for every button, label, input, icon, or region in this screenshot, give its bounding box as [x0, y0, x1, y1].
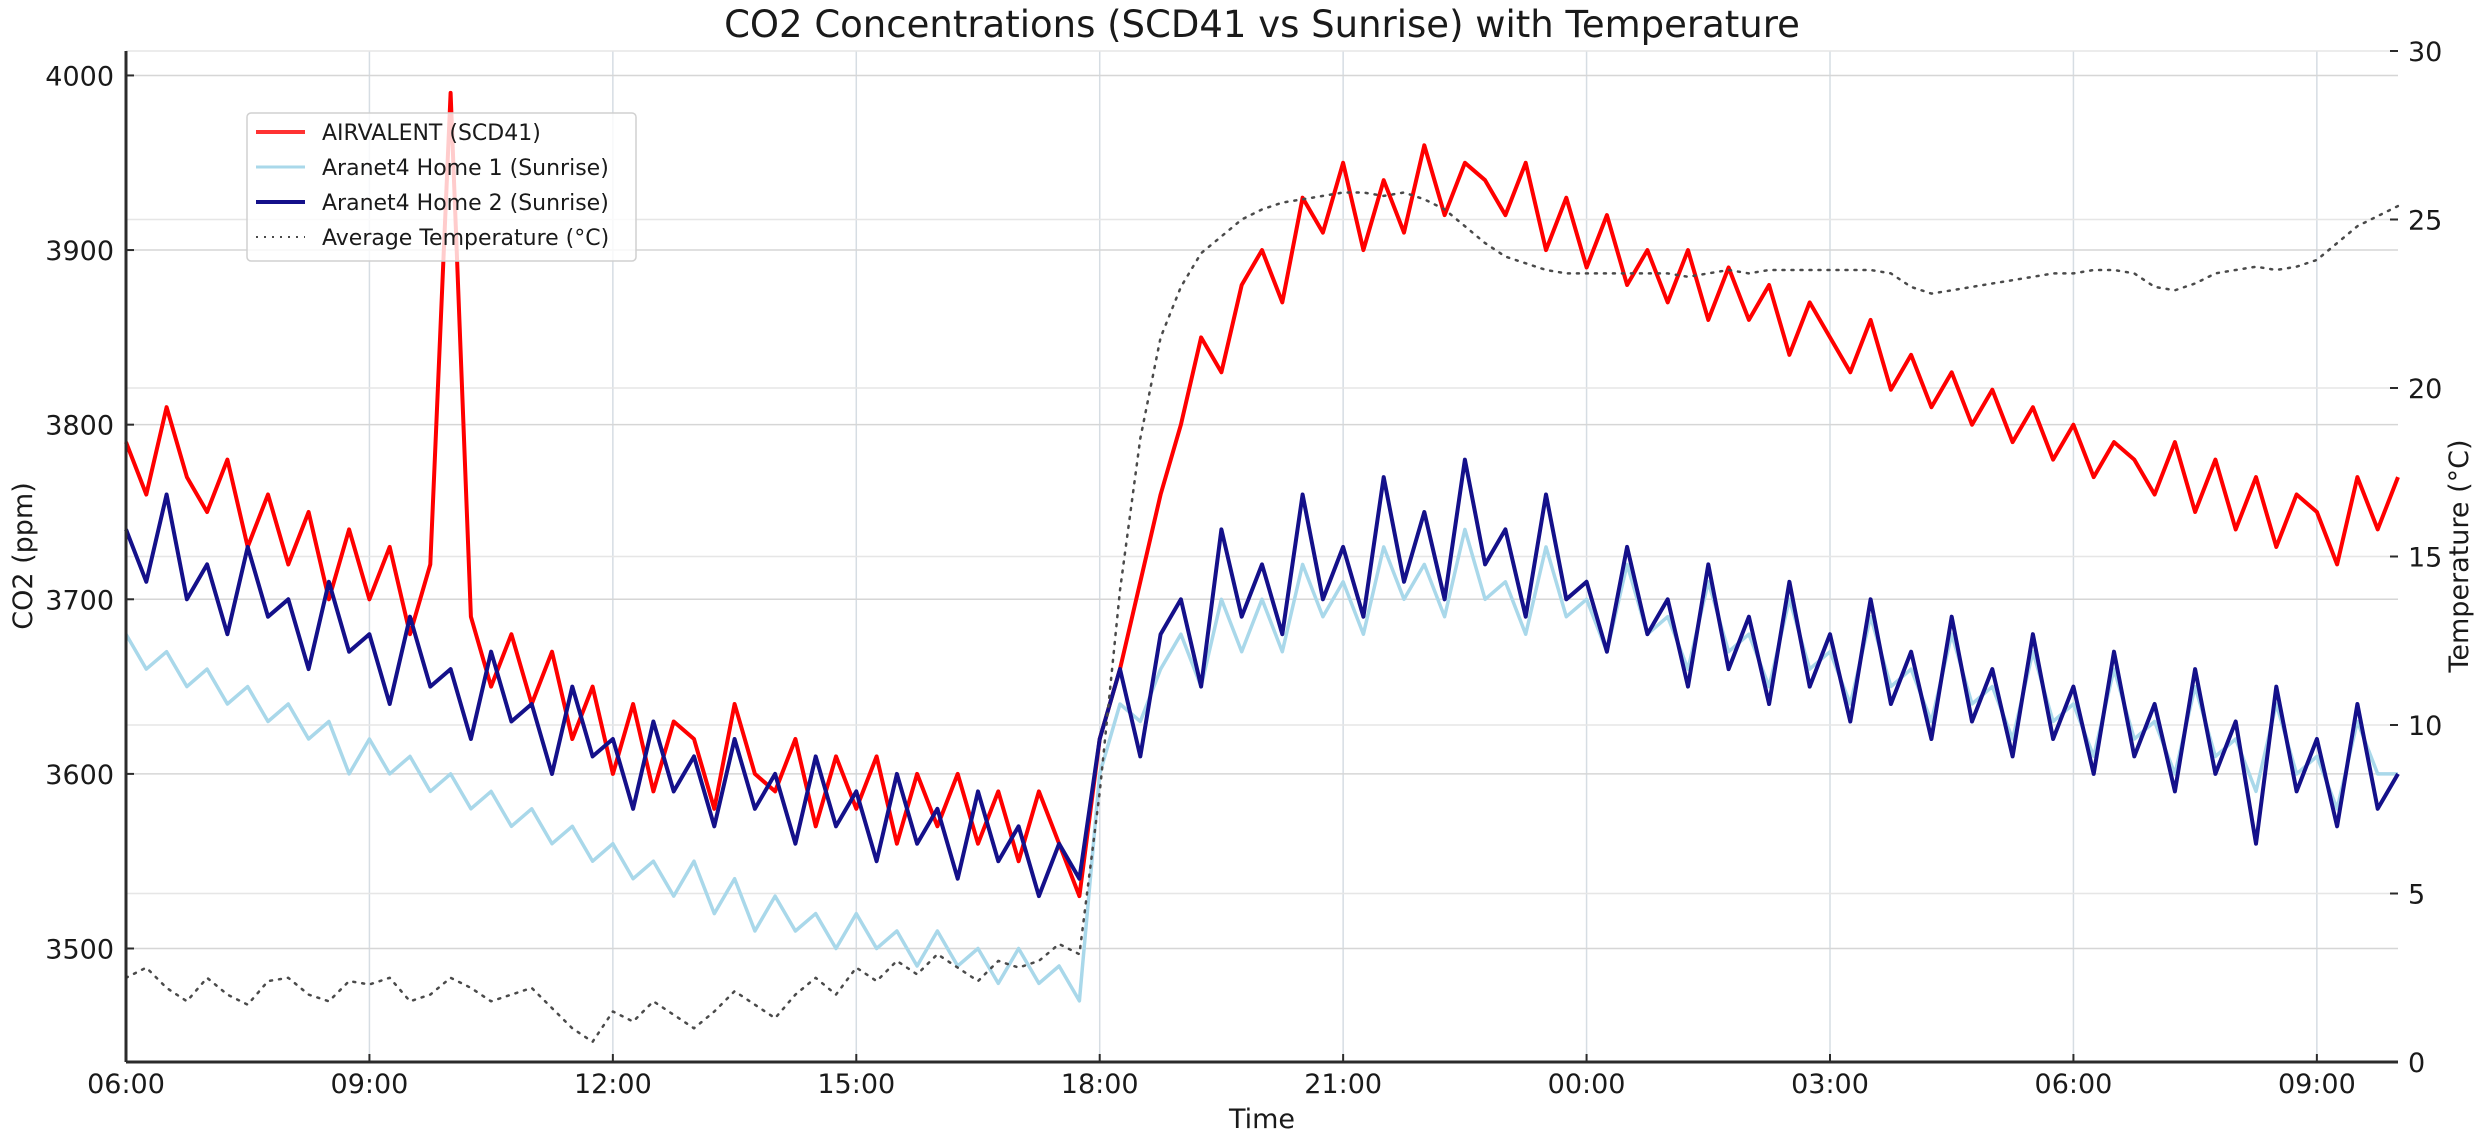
x-tick-label: 15:00: [817, 1069, 895, 1100]
y-tick-label: 3800: [45, 411, 114, 442]
legend-item: Aranet4 Home 2 (Sunrise): [256, 191, 609, 216]
legend-item: Average Temperature (°C): [256, 226, 609, 251]
series-line-aranet4-home-2-sunrise: [124, 457, 2400, 899]
chart-title: CO2 Concentrations (SCD41 vs Sunrise) wi…: [724, 3, 1800, 46]
legend-label: Aranet4 Home 1 (Sunrise): [322, 156, 609, 181]
x-tick-label: 03:00: [1791, 1069, 1869, 1100]
legend-label: Average Temperature (°C): [322, 226, 609, 251]
legend-label: Aranet4 Home 2 (Sunrise): [322, 191, 609, 216]
y2-tick-label: 30: [2408, 37, 2442, 68]
y-axis-label: CO2 (ppm): [8, 482, 39, 630]
x-tick-label: 00:00: [1548, 1069, 1626, 1100]
x-tick-label: 09:00: [331, 1069, 409, 1100]
x-tick-label: 12:00: [574, 1069, 652, 1100]
y2-tick-label: 15: [2408, 543, 2442, 574]
x-tick-label: 09:00: [2278, 1069, 2356, 1100]
legend-item: Aranet4 Home 1 (Sunrise): [256, 156, 609, 181]
y2-tick-label: 5: [2408, 880, 2425, 911]
legend-box: [246, 112, 637, 262]
x-axis-label: Time: [1228, 1104, 1295, 1135]
x-tick-label: 06:00: [2035, 1069, 2113, 1100]
x-tick-label: 21:00: [1304, 1069, 1382, 1100]
y-tick-label: 3900: [45, 236, 114, 267]
y2-tick-label: 25: [2408, 206, 2442, 237]
y-tick-label: 3600: [45, 760, 114, 791]
y-axis-ticks: 3500 3600 3700 3800 3900 4000: [45, 61, 134, 966]
legend-label: AIRVALENT (SCD41): [322, 121, 541, 146]
y2-tick-label: 0: [2408, 1048, 2425, 1079]
y2-axis-label: Temperature (°C): [2444, 439, 2475, 673]
y-tick-label: 4000: [45, 61, 114, 92]
y2-axis-ticks: 0 5 10 15 20 25 30: [2390, 37, 2442, 1079]
series-line-average-temperature-c: [124, 191, 2400, 1044]
legend: AIRVALENT (SCD41) Aranet4 Home 1 (Sunris…: [246, 112, 637, 262]
series-line-aranet4-home-1-sunrise: [124, 527, 2398, 1003]
plot-lines: [124, 90, 2400, 1044]
y-tick-label: 3700: [45, 585, 114, 616]
y-tick-label: 3500: [45, 935, 114, 966]
legend-item: AIRVALENT (SCD41): [256, 121, 541, 146]
y2-tick-label: 20: [2408, 374, 2442, 405]
x-tick-label: 06:00: [87, 1069, 165, 1100]
x-tick-label: 18:00: [1061, 1069, 1139, 1100]
x-axis-ticks: 06:00 09:00 12:00 15:00 18:00 21:00 00:00 03:00…: [87, 1054, 2356, 1100]
series-line-airvalent-scd41: [124, 90, 2400, 899]
y2-tick-label: 10: [2408, 711, 2442, 742]
